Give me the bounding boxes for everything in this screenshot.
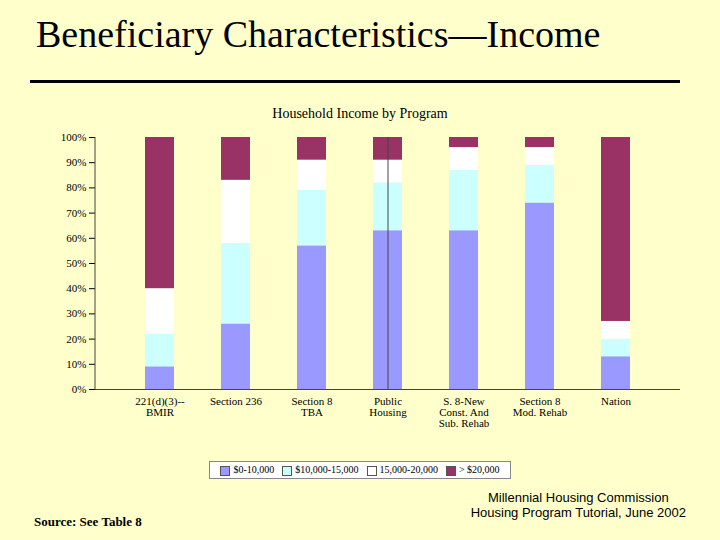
svg-text:20%: 20%	[66, 333, 86, 345]
svg-text:PublicHousing: PublicHousing	[369, 395, 407, 418]
svg-text:30%: 30%	[66, 307, 86, 319]
svg-text:Section 8TBA: Section 8TBA	[291, 395, 333, 418]
svg-text:90%: 90%	[66, 156, 86, 168]
svg-text:50%: 50%	[66, 257, 86, 269]
svg-text:80%: 80%	[66, 181, 86, 193]
svg-text:100%: 100%	[61, 131, 87, 143]
svg-text:Section 8Mod. Rehab: Section 8Mod. Rehab	[513, 395, 568, 418]
html-text:$10,000-15,000: $10,000-15,000	[295, 464, 359, 475]
svg-text:60%: 60%	[66, 232, 86, 244]
html-text:> $20,000: > $20,000	[458, 464, 500, 475]
html-text:Household Income by Program: Household Income by Program	[272, 106, 448, 121]
html-text:Millennial Housing Commission: Millennial Housing Commission Housing Pr…	[470, 490, 686, 520]
svg-text:221(d)(3)--BMIR: 221(d)(3)--BMIR	[135, 395, 185, 418]
svg-text:10%: 10%	[66, 358, 86, 370]
svg-text:40%: 40%	[66, 282, 86, 294]
svg-text:70%: 70%	[66, 207, 86, 219]
svg-text:Section 236: Section 236	[210, 395, 263, 407]
html-text:$0-10,000: $0-10,000	[233, 464, 275, 475]
html-text:Source: See Table 8: Source: See Table 8	[34, 514, 142, 529]
svg-text:S. 8-NewConst. AndSub. Rehab: S. 8-NewConst. AndSub. Rehab	[439, 395, 490, 429]
svg-text:0%: 0%	[72, 383, 87, 395]
svg-text:Nation: Nation	[601, 395, 631, 407]
html-text:Beneficiary Characteristics—In: Beneficiary Characteristics—Income	[36, 13, 601, 55]
html-text:15,000-20,000: 15,000-20,000	[379, 464, 438, 475]
